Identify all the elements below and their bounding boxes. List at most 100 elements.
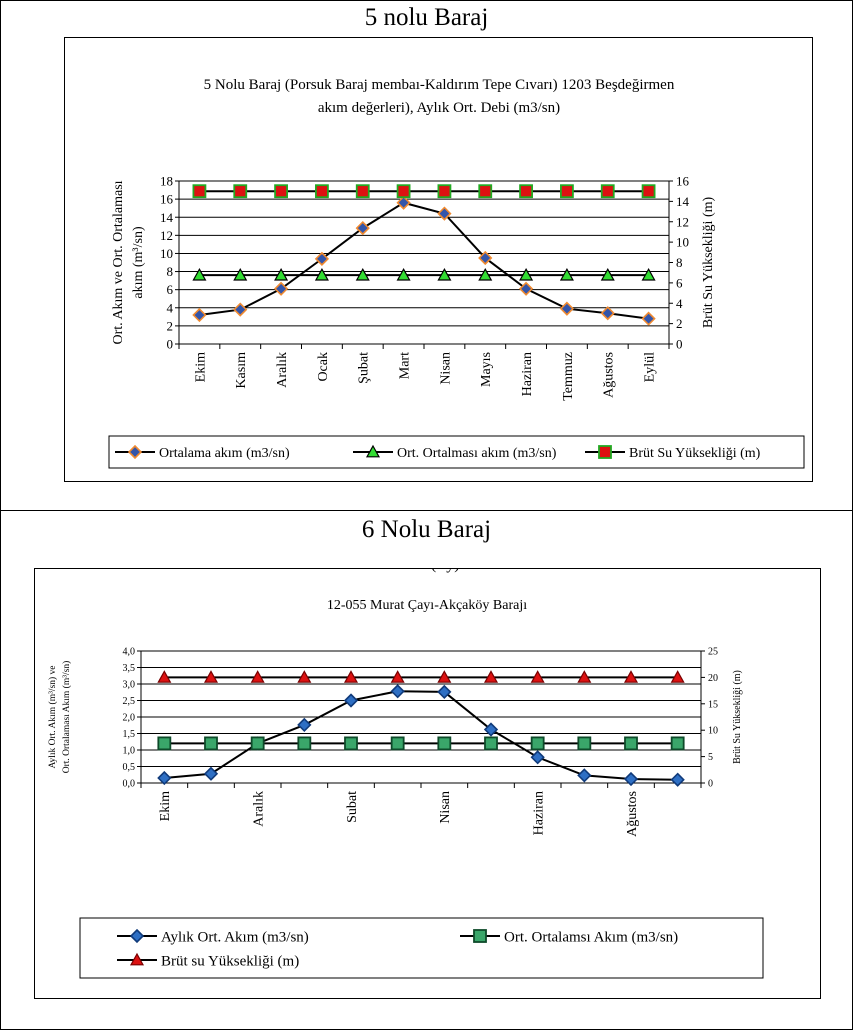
y-axis-label: Ort. Akım ve Ort. Ortalaması: [111, 180, 126, 344]
data-point: [203, 766, 219, 781]
legend-box: [108, 435, 805, 469]
data-point: [518, 281, 534, 296]
y-tick-label: 0,0: [123, 779, 136, 790]
data-point: [250, 736, 265, 751]
legend-swatch-marker: [129, 928, 145, 944]
x-tick-label: Mart: [397, 352, 412, 379]
series-line: [164, 690, 678, 781]
section-6-nolu-baraj: 6 Nolu Baraj 12-055 Murat Çayı-Akçaköy B…: [0, 510, 853, 1030]
y2-tick-label: 20: [708, 673, 718, 684]
data-point: [396, 184, 411, 199]
x-tick-label: Ekim: [158, 791, 173, 821]
y-tick-label: 2: [167, 318, 174, 333]
data-point: [670, 670, 685, 683]
y2-tick-label: 5: [708, 752, 713, 763]
legend-label: Brüt Su Yüksekliği (m): [629, 446, 761, 461]
y-tick-label: 12: [160, 228, 173, 243]
data-point: [600, 184, 615, 199]
y-tick-label: 14: [160, 210, 174, 225]
data-point: [560, 184, 574, 199]
data-point: [577, 736, 592, 751]
data-point: [204, 736, 218, 751]
data-point: [623, 771, 639, 787]
data-point: [314, 251, 330, 267]
y2-tick-label: 14: [676, 194, 690, 209]
data-point: [530, 750, 545, 765]
legend-label: Ort. Ortalması akım (m3/sn): [397, 446, 557, 461]
data-point: [437, 184, 452, 199]
chart-title: 5 Nolu Baraj (Porsuk Baraj membaı-Kaldır…: [204, 77, 675, 93]
x-tick-label: Mayıs: [479, 352, 494, 387]
data-point: [519, 184, 533, 199]
x-tick-label: Ocak: [316, 352, 331, 382]
y2-axis-label: Brüt Su Yüksekliği (m): [732, 670, 743, 764]
chart-2: 12-055 Murat Çayı-Akçaköy Barajı 0,0 0,5 1,…: [47, 556, 764, 979]
data-point: [192, 267, 207, 281]
y2-tick-label: 16: [676, 174, 690, 189]
data-point: [559, 301, 575, 316]
chart-container-1: 5 Nolu Baraj (Porsuk Baraj membaı-Kaldır…: [64, 37, 813, 482]
chart-container-2: 12-055 Murat Çayı-Akçaköy Barajı 0,0 0,5 1,…: [34, 556, 821, 999]
data-point: [600, 267, 615, 281]
chart-title: akım değerleri), Aylık Ort. Debi (m3/sn): [318, 100, 560, 116]
data-point: [274, 267, 289, 281]
y2-tick-label: 0: [676, 337, 683, 352]
legend-swatch-marker: [129, 952, 145, 966]
y-tick-label: 10: [160, 246, 173, 261]
y-tick-label: 2,0: [123, 713, 136, 724]
y-axis-label: akım (m³/sn): [131, 226, 146, 299]
data-point: [530, 736, 545, 751]
data-point: [233, 267, 248, 281]
data-point: [157, 770, 172, 786]
data-point: [390, 684, 405, 699]
x-tick-label: Kasım: [234, 352, 249, 389]
data-point: [297, 736, 312, 751]
data-point: [437, 206, 452, 221]
data-point: [274, 184, 288, 199]
x-tick-label: Haziran: [532, 791, 547, 835]
x-tick-label: Temmuz: [561, 352, 576, 401]
y2-tick-label: 10: [708, 726, 718, 737]
data-point: [297, 717, 312, 733]
data-point: [519, 267, 534, 281]
data-point: [355, 267, 370, 281]
data-point: [343, 693, 359, 708]
y-tick-label: 1,0: [123, 746, 136, 757]
y2-tick-label: 0: [708, 779, 713, 790]
data-point: [670, 736, 685, 751]
data-point: [157, 670, 172, 683]
x-tick-label: Nisan: [438, 791, 453, 824]
data-point: [390, 670, 405, 683]
data-point: [192, 184, 207, 199]
x-tick-label: Eylül: [642, 352, 657, 382]
section-title: 6 Nolu Baraj: [361, 516, 492, 543]
x-tick-label: Nisan: [438, 352, 453, 385]
data-point: [624, 736, 638, 751]
data-point: [437, 684, 452, 700]
legend-label: Aylık Ort. Akım (m3/sn): [161, 929, 309, 945]
y-tick-label: 3,5: [123, 663, 136, 674]
y2-tick-label: 12: [676, 214, 689, 229]
y2-tick-label: 15: [708, 699, 718, 710]
data-point: [623, 670, 639, 683]
y-axis-label: Ort. Ortalaması Akım (m³/sn): [61, 661, 72, 774]
y-tick-label: 4: [167, 300, 174, 315]
series-line: [199, 201, 649, 320]
data-point: [530, 670, 545, 683]
y2-tick-label: 2: [676, 316, 683, 331]
data-point: [670, 772, 685, 787]
legend-label: Ortalama akım (m3/sn): [159, 446, 290, 461]
data-point: [396, 267, 411, 281]
y2-tick-label: 6: [676, 275, 683, 290]
y-tick-label: 16: [160, 192, 174, 207]
data-point: [396, 195, 411, 210]
data-point: [297, 670, 312, 683]
legend-label: Ort. Ortalamsı Akım (m3/sn): [504, 929, 678, 945]
chart-1: 5 Nolu Baraj (Porsuk Baraj membaı-Kaldır…: [108, 77, 805, 469]
data-point: [344, 736, 358, 751]
data-point: [478, 267, 493, 281]
data-point: [437, 736, 452, 751]
data-point: [484, 736, 498, 751]
data-point: [437, 267, 452, 281]
data-point: [641, 184, 656, 199]
